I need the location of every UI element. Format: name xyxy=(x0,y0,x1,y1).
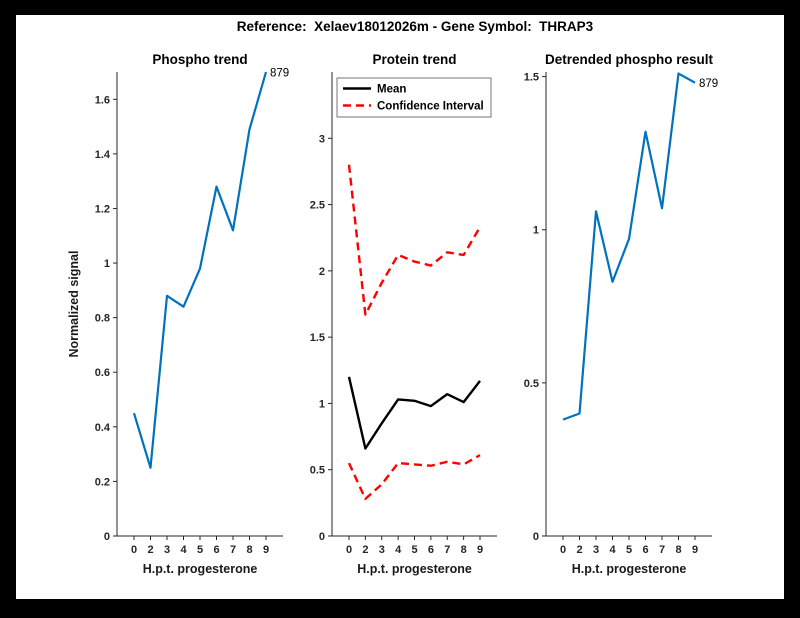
plot2-y-tick-label: 0.5 xyxy=(310,465,325,477)
plot2-y-tick-label: 2.5 xyxy=(310,200,325,212)
plot3-x-tick-label: 7 xyxy=(659,544,665,556)
plot1-x-tick-label: 3 xyxy=(164,544,170,556)
plot1-y-tick-label: 0.2 xyxy=(95,476,110,488)
plot1-x-tick-label: 4 xyxy=(180,544,187,556)
plot1-x-tick-label: 5 xyxy=(197,544,203,556)
plot2-x-tick-label: 9 xyxy=(477,544,483,556)
plot2-y-tick-label: 3 xyxy=(319,133,325,145)
plot3-x-tick-label: 3 xyxy=(593,544,599,556)
plot3-y-tick-label: 0 xyxy=(533,531,539,543)
plot3-group xyxy=(542,72,712,540)
plot2-xlabel: H.p.t. progesterone xyxy=(357,562,472,576)
plot3-y-tick-label: 0.5 xyxy=(524,378,539,390)
plot2-legend-label-1: Mean xyxy=(377,84,406,96)
plot3-x-tick-label: 9 xyxy=(692,544,698,556)
plot1-y-tick-label: 1.2 xyxy=(95,203,110,215)
plot2-confidence-interval-upper-line xyxy=(347,164,482,316)
plot1-x-tick-label: 9 xyxy=(263,544,269,556)
plot2-mean-line xyxy=(347,376,481,450)
plot1-end-annotation: 879 xyxy=(270,68,289,80)
plot2-legend-box xyxy=(336,77,492,118)
plot2-x-tick-label: 4 xyxy=(395,544,402,556)
plot1-ylabel: Normalized signal xyxy=(67,251,81,358)
plot2-x-tick-label: 0 xyxy=(346,544,352,556)
plot3-title: Detrended phospho result xyxy=(545,52,714,67)
plot1-x-tick-label: 0 xyxy=(131,544,137,556)
plot1-y-tick-label: 0.4 xyxy=(95,422,111,434)
plot3-xlabel: H.p.t. progesterone xyxy=(572,562,687,576)
plot1-y-tick-label: 0.6 xyxy=(95,367,110,379)
plot2-x-tick-label: 6 xyxy=(428,544,434,556)
plot1-y-tick-label: 1.4 xyxy=(95,149,111,161)
plot3-y-tick-label: 1 xyxy=(533,225,539,237)
plot2-legend-label-2: Confidence Interval xyxy=(377,101,484,113)
plot2-title: Protein trend xyxy=(372,52,456,67)
plot2-y-tick-label: 1.5 xyxy=(310,332,325,344)
plot3-x-tick-label: 2 xyxy=(576,544,582,556)
plot3-x-tick-label: 6 xyxy=(642,544,648,556)
plot3-end-annotation: 879 xyxy=(699,78,718,90)
plot1-y-tick-label: 0 xyxy=(104,531,110,543)
plot3-x-tick-label: 4 xyxy=(609,544,616,556)
plot2-x-tick-label: 5 xyxy=(411,544,417,556)
plot1-title: Phospho trend xyxy=(152,52,247,67)
plot1-y-tick-label: 0.8 xyxy=(95,313,110,325)
plot3-x-tick-label: 8 xyxy=(675,544,681,556)
plot1-y-tick-label: 1 xyxy=(104,258,110,270)
plot3-detrended-phospho-signal-line xyxy=(562,72,696,421)
plot2-x-tick-label: 2 xyxy=(362,544,368,556)
plot3-y-tick-label: 1.5 xyxy=(524,72,539,84)
plot2-x-tick-label: 7 xyxy=(444,544,450,556)
plot3-x-tick-label: 5 xyxy=(626,544,632,556)
plot1-x-tick-label: 6 xyxy=(213,544,219,556)
plot2-confidence-interval-lower-line xyxy=(347,454,481,501)
plot3-x-tick-label: 0 xyxy=(560,544,566,556)
plot1-group xyxy=(113,71,283,540)
plot2-y-tick-label: 2 xyxy=(319,266,325,278)
plot1-x-tick-label: 2 xyxy=(147,544,153,556)
plot2-y-tick-label: 1 xyxy=(319,398,325,410)
plot1-phospho-signal-line xyxy=(132,71,268,469)
plot1-xlabel: H.p.t. progesterone xyxy=(143,562,258,576)
figure-title: Reference: Xelaev18012026m - Gene Symbol… xyxy=(236,19,594,34)
plot1-y-tick-label: 1.6 xyxy=(95,94,110,106)
plot2-y-tick-label: 0 xyxy=(319,531,325,543)
plot2-x-tick-label: 3 xyxy=(379,544,385,556)
plot2-group xyxy=(328,72,497,540)
plot1-x-tick-label: 7 xyxy=(230,544,236,556)
plot1-x-tick-label: 8 xyxy=(246,544,252,556)
plot2-x-tick-label: 8 xyxy=(461,544,467,556)
